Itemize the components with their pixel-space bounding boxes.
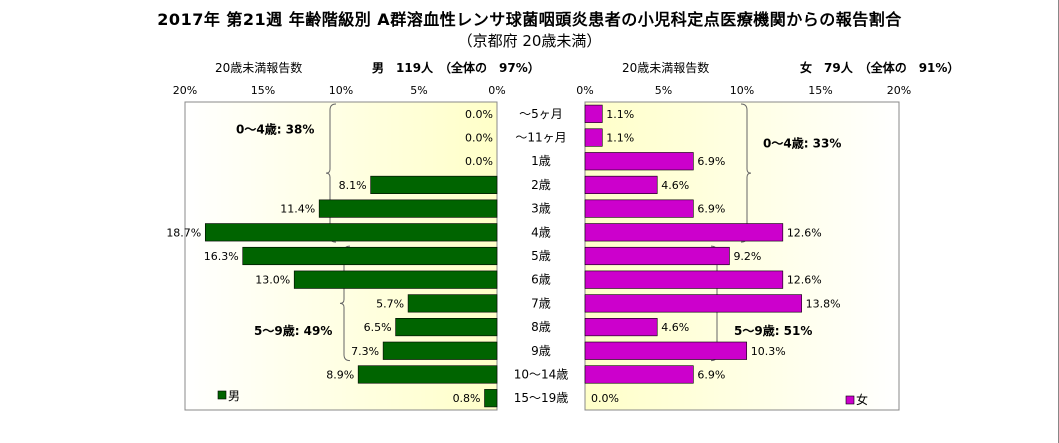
male-data-label: 8.9%	[326, 368, 354, 381]
female-data-label: 12.6%	[787, 226, 822, 239]
male-data-label: 16.3%	[204, 250, 239, 263]
right-header: 20歳未満報告数	[622, 60, 709, 75]
male-legend-swatch	[217, 390, 227, 400]
female-legend-label: 女	[856, 392, 868, 407]
female-bar	[584, 341, 748, 360]
male-data-label: 0.0%	[465, 108, 493, 121]
female-data-label: 9.2%	[733, 250, 761, 263]
right-tick-label: 15%	[808, 84, 832, 97]
right-tick-label: 10%	[730, 84, 754, 97]
chart-subtitle: （京都府 20歳未満）	[457, 32, 602, 50]
left-tick-label: 0%	[488, 84, 505, 97]
category-label: 6歳	[531, 273, 551, 287]
left-summary: 男 119人 （全体の 97%）	[372, 60, 540, 75]
female-data-label: 12.6%	[787, 274, 822, 287]
female-legend-swatch	[845, 395, 855, 405]
category-label: 4歳	[531, 225, 551, 239]
female-bar	[584, 152, 694, 171]
category-label: 10～14歳	[514, 367, 569, 381]
female-data-label: 4.6%	[661, 179, 689, 192]
female-data-label: 13.8%	[806, 297, 841, 310]
male-data-label: 0.8%	[453, 392, 481, 405]
male-bar	[293, 270, 498, 289]
male-bar	[242, 246, 498, 266]
female-data-label: 0.0%	[591, 392, 619, 405]
male-data-label: 0.0%	[465, 155, 493, 168]
female-bar	[584, 128, 603, 147]
category-label: 5歳	[531, 249, 551, 263]
female-data-label: 6.9%	[697, 203, 725, 216]
male-bar	[407, 294, 498, 313]
category-label: 8歳	[531, 320, 551, 334]
male-data-label: 6.5%	[364, 321, 392, 334]
male-data-label: 8.1%	[339, 179, 367, 192]
female-data-label: 1.1%	[606, 132, 634, 145]
category-label: 7歳	[531, 296, 551, 310]
male-bar	[484, 389, 498, 408]
male-bar	[395, 318, 498, 337]
male-annotation-5-9: 5～9歳: 49%	[254, 323, 332, 338]
right-summary: 女 79人 （全体の 91%）	[800, 60, 959, 75]
male-bar	[382, 341, 498, 360]
female-data-label: 10.3%	[751, 345, 786, 358]
male-bar	[370, 175, 498, 194]
female-bar	[584, 175, 658, 194]
female-bar	[584, 294, 802, 313]
female-bar	[584, 365, 694, 384]
female-annotation-0-4: 0～4歳: 33%	[763, 135, 841, 150]
right-tick-label: 5%	[655, 84, 672, 97]
left-tick-label: 10%	[329, 84, 353, 97]
female-bar	[584, 223, 784, 242]
female-data-label: 6.9%	[697, 368, 725, 381]
category-label: 3歳	[531, 202, 551, 216]
category-label: 9歳	[531, 344, 551, 358]
male-bar	[357, 365, 498, 384]
category-label: 1歳	[531, 154, 551, 168]
female-bar	[584, 104, 603, 123]
category-label: ～5ヶ月	[519, 107, 563, 121]
male-bar	[204, 223, 498, 242]
male-data-label: 11.4%	[280, 203, 315, 216]
right-tick-label: 0%	[576, 84, 593, 97]
chart-title: 2017年 第21週 年齢階級別 A群溶血性レンサ球菌咽頭炎患者の小児科定点医療…	[157, 10, 902, 29]
category-label: 2歳	[531, 178, 551, 192]
left-tick-label: 20%	[173, 84, 197, 97]
female-data-label: 4.6%	[661, 321, 689, 334]
left-tick-label: 5%	[410, 84, 427, 97]
male-annotation-0-4: 0～4歳: 38%	[236, 122, 314, 137]
female-data-label: 6.9%	[697, 155, 725, 168]
female-annotation-5-9: 5～9歳: 51%	[734, 323, 812, 338]
male-legend-label: 男	[228, 389, 240, 403]
left-header: 20歳未満報告数	[215, 60, 302, 75]
female-bar	[584, 199, 694, 218]
female-bar	[584, 318, 658, 337]
left-tick-label: 15%	[251, 84, 275, 97]
male-data-label: 7.3%	[351, 345, 379, 358]
category-label: 15～19歳	[514, 391, 569, 405]
female-bar	[584, 246, 730, 266]
category-label: ～11ヶ月	[515, 131, 566, 145]
male-data-label: 5.7%	[376, 297, 404, 310]
male-data-label: 13.0%	[255, 274, 290, 287]
male-data-label: 0.0%	[465, 132, 493, 145]
male-data-label: 18.7%	[166, 226, 201, 239]
right-tick-label: 20%	[887, 84, 911, 97]
female-bar	[584, 270, 784, 289]
female-data-label: 1.1%	[606, 108, 634, 121]
male-bar	[318, 199, 498, 218]
